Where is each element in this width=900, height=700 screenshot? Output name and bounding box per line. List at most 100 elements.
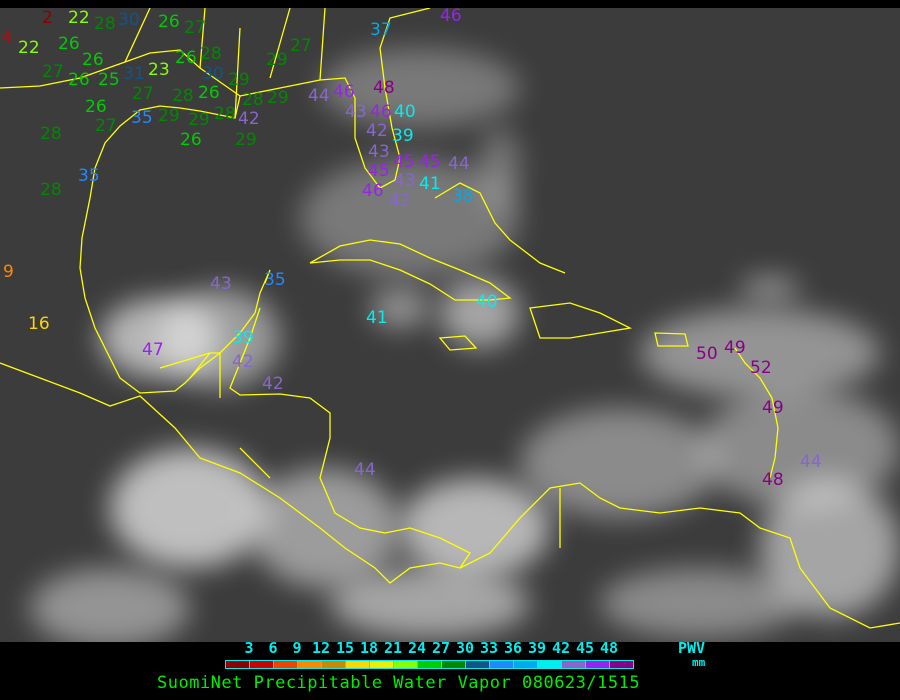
legend-tick-label: 48 — [599, 639, 619, 657]
station-pwv-value: 37 — [370, 20, 392, 40]
legend-swatch — [226, 661, 250, 668]
map-caption: SuomiNet Precipitable Water Vapor 080623… — [157, 673, 641, 693]
station-pwv-value: 29 — [228, 70, 250, 90]
station-pwv-value: 44 — [354, 460, 376, 480]
station-pwv-value: 50 — [696, 344, 718, 364]
legend-swatch — [586, 661, 610, 668]
cloud — [480, 128, 520, 208]
station-pwv-value: 46 — [362, 181, 384, 201]
station-pwv-value: 2 — [42, 8, 53, 28]
station-pwv-value: 40 — [394, 102, 416, 122]
station-pwv-value: 26 — [85, 97, 107, 117]
station-pwv-value: 52 — [750, 358, 772, 378]
station-pwv-value: 27 — [184, 18, 206, 38]
station-pwv-value: 22 — [68, 8, 90, 28]
station-pwv-value: 35 — [78, 166, 100, 186]
station-pwv-value: 29 — [267, 88, 289, 108]
legend-tick-label: 33 — [479, 639, 499, 657]
legend-swatch — [466, 661, 490, 668]
bahamas — [434, 182, 566, 274]
cloud — [760, 478, 900, 618]
station-pwv-value: 42 — [366, 121, 388, 141]
station-pwv-value: 27 — [290, 36, 312, 56]
legend-swatch — [562, 661, 586, 668]
station-pwv-value: 46 — [370, 102, 392, 122]
station-pwv-value: 42 — [389, 191, 411, 211]
satellite-image: 2 22 28 30 26 27 4 22 26 26 27 26 25 31 23 27 28 29 26 28 29… — [0, 8, 900, 642]
station-pwv-value: 42 — [262, 374, 284, 394]
legend-tick-label: 3 — [244, 639, 254, 657]
station-pwv-value: 22 — [18, 38, 40, 58]
station-pwv-value: 43 — [345, 102, 367, 122]
pwv-color-legend: 3 6 9 12 15 18 21 24 27 30 33 36 39 42 45 48 PWV mm Suo… — [0, 639, 900, 700]
station-pwv-value: 49 — [762, 398, 784, 418]
legend-tick-label: 27 — [431, 639, 451, 657]
hispaniola-coast — [529, 302, 633, 339]
station-pwv-value: 25 — [98, 70, 120, 90]
station-pwv-value: 41 — [419, 174, 441, 194]
legend-tick-label: 45 — [575, 639, 595, 657]
cloud — [600, 568, 800, 638]
legend-swatch — [514, 661, 538, 668]
station-pwv-value: 4 — [2, 28, 13, 48]
lesser-antilles — [734, 347, 779, 479]
station-pwv-value: 35 — [131, 108, 153, 128]
legend-swatch — [394, 661, 418, 668]
legend-swatch — [538, 661, 562, 668]
station-pwv-value: 28 — [40, 124, 62, 144]
legend-tick-label: 39 — [527, 639, 547, 657]
legend-tick-label: 12 — [311, 639, 331, 657]
station-pwv-value: 28 — [200, 44, 222, 64]
gulf-coast — [0, 49, 271, 394]
cloud — [400, 478, 550, 578]
station-pwv-value: 30 — [118, 10, 140, 30]
station-pwv-value: 29 — [188, 110, 210, 130]
station-pwv-value: 47 — [142, 340, 164, 360]
cuba-coast — [309, 239, 512, 301]
station-pwv-value: 28 — [94, 14, 116, 34]
station-pwv-value: 27 — [95, 116, 117, 136]
cloud — [320, 48, 520, 128]
legend-swatch — [418, 661, 442, 668]
legend-tick-label: 30 — [455, 639, 475, 657]
station-pwv-value: 30 — [202, 64, 224, 84]
legend-tick-label: 42 — [551, 639, 571, 657]
station-pwv-value: 26 — [68, 70, 90, 90]
station-pwv-value: 39 — [392, 126, 414, 146]
jamaica-coast — [438, 335, 478, 351]
coastline-overlay — [0, 8, 900, 629]
station-pwv-value: 27 — [42, 62, 64, 82]
station-pwv-value: 42 — [232, 352, 254, 372]
station-pwv-value: 44 — [308, 86, 330, 106]
station-pwv-value: 26 — [180, 130, 202, 150]
borders — [124, 8, 561, 548]
cloud — [640, 308, 880, 398]
legend-color-bar — [225, 660, 634, 669]
legend-swatch — [370, 661, 394, 668]
legend-swatch — [322, 661, 346, 668]
station-pwv-value: 41 — [366, 308, 388, 328]
legend-swatch — [442, 661, 466, 668]
station-pwv-value: 43 — [210, 274, 232, 294]
station-pwv-value: 31 — [123, 64, 145, 84]
cloud — [300, 158, 520, 278]
puerto-rico-coast — [654, 332, 689, 347]
station-pwv-value: 29 — [266, 50, 288, 70]
legend-swatch — [274, 661, 298, 668]
legend-swatch — [298, 661, 322, 668]
station-pwv-value: 28 — [172, 86, 194, 106]
cloud — [30, 568, 190, 642]
station-pwv-value: 46 — [440, 8, 462, 26]
station-pwv-value: 28 — [214, 104, 236, 124]
station-pwv-value: 26 — [175, 48, 197, 68]
station-pwv-value: 38 — [452, 186, 474, 206]
south-america-coast — [459, 482, 900, 629]
florida-coast — [239, 8, 431, 189]
legend-swatch — [250, 661, 274, 668]
legend-tick-label: 21 — [383, 639, 403, 657]
central-america-coast — [0, 307, 471, 584]
station-pwv-value: 45 — [368, 161, 390, 181]
station-pwv-value: 29 — [158, 106, 180, 126]
station-pwv-value: 43 — [394, 171, 416, 191]
